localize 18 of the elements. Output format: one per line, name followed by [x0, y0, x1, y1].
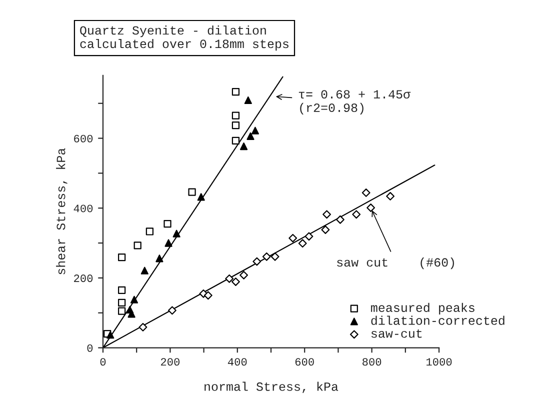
- legend-label: dilation-corrected: [371, 316, 504, 325]
- x-tick-label: 0: [100, 358, 106, 366]
- x-axis-title: normal Stress, kPa: [204, 382, 338, 394]
- x-tick-label: 600: [295, 358, 314, 366]
- y-tick-label: 400: [74, 204, 93, 212]
- x-tick-label: 400: [228, 358, 247, 366]
- y-tick-label: 0: [87, 344, 93, 352]
- legend-label: measured peaks: [371, 302, 474, 314]
- x-tick-label: 800: [362, 358, 382, 366]
- x-tick-label: 1000: [426, 358, 452, 366]
- y-tick-label: 600: [74, 134, 93, 142]
- y-tick-label: 200: [74, 274, 93, 282]
- chart-title: Quartz Syenite - dilation calculated over 0.18mm steps: [80, 26, 288, 51]
- annotation: τ= 0.68 + 1.45σ (r2=0.98): [298, 90, 411, 114]
- legend-label: saw-cut: [371, 329, 422, 338]
- annotation: saw cut (#60): [337, 257, 454, 270]
- x-tick-label: 200: [160, 358, 180, 366]
- y-axis-title: shear Stress, kPa: [56, 148, 68, 274]
